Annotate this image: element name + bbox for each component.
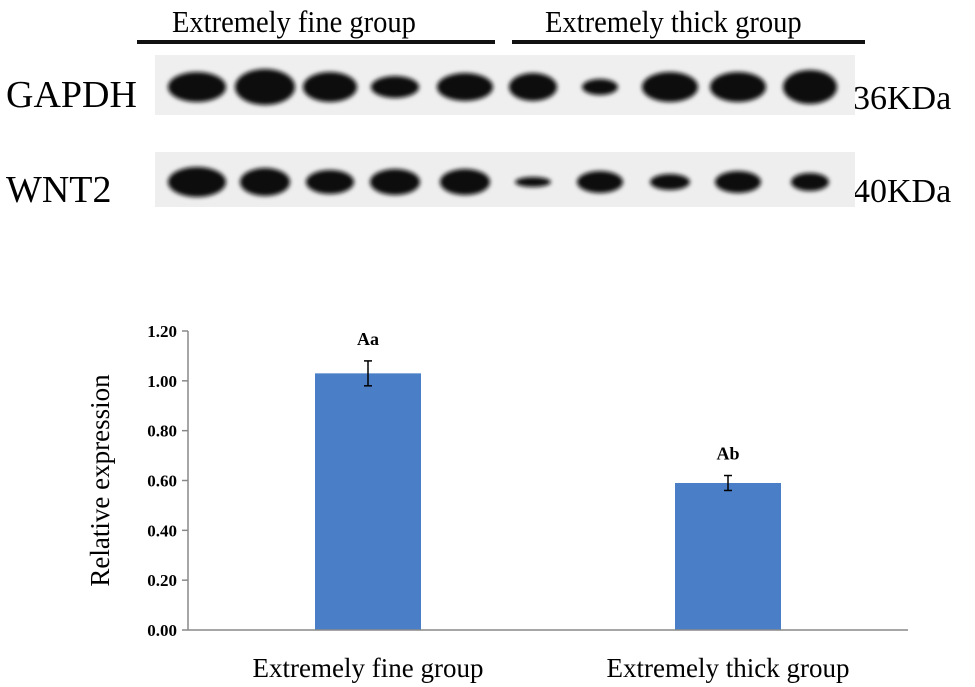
y-tick-label: 0.80 <box>147 422 177 441</box>
wnt2-band <box>370 169 420 195</box>
y-axis-label: Relative expression <box>85 374 115 587</box>
bar <box>315 373 421 630</box>
y-tick-label: 0.20 <box>147 571 177 590</box>
wnt2-band <box>715 171 761 193</box>
wnt2-band <box>515 177 551 187</box>
gapdh-band <box>303 72 357 102</box>
gapdh-band <box>437 73 493 101</box>
gapdh-band-group <box>168 69 837 105</box>
y-tick-label: 1.20 <box>147 322 177 341</box>
wnt2-band <box>577 171 623 193</box>
gapdh-band <box>168 72 226 102</box>
blot-row-label-wnt2: WNT2 <box>6 169 112 211</box>
significance-label: Ab <box>716 444 739 464</box>
blot-size-wnt2: 40KDa <box>853 173 952 210</box>
blot-group-label-fine: Extremely fine group <box>172 4 416 39</box>
wnt2-band <box>168 167 226 197</box>
gapdh-band <box>509 73 557 101</box>
gapdh-band <box>371 76 419 98</box>
bar <box>675 482 781 630</box>
blot-group-label-thick: Extremely thick group <box>545 4 802 39</box>
bar-chart: 0.00 0.20 0.40 0.60 0.80 1.00 1.20 Relative exp… <box>85 322 908 683</box>
y-tick-label: 0.40 <box>147 521 177 540</box>
gapdh-band <box>710 72 766 102</box>
blot-size-gapdh: 36KDa <box>853 80 952 117</box>
wnt2-band <box>306 170 354 194</box>
x-tick-label: Extremely thick group <box>607 653 850 683</box>
western-blot-image <box>155 55 855 207</box>
gapdh-band <box>582 79 618 95</box>
gapdh-band <box>783 70 837 104</box>
wnt2-band-group <box>168 167 829 197</box>
y-tick-label: 0.00 <box>147 621 177 640</box>
x-tick-label: Extremely fine group <box>253 653 484 683</box>
wnt2-band <box>791 173 829 191</box>
gapdh-band <box>642 72 698 102</box>
gapdh-band <box>235 69 295 105</box>
wnt2-band <box>650 174 690 190</box>
blot-group-line-fine <box>137 40 495 44</box>
significance-label: Aa <box>357 329 379 349</box>
wnt2-band <box>440 169 490 195</box>
y-tick-label: 1.00 <box>147 372 177 391</box>
y-tick-label: 0.60 <box>147 472 177 491</box>
blot-group-line-thick <box>512 40 865 44</box>
wnt2-band <box>240 168 290 196</box>
blot-row-label-gapdh: GAPDH <box>6 74 137 116</box>
